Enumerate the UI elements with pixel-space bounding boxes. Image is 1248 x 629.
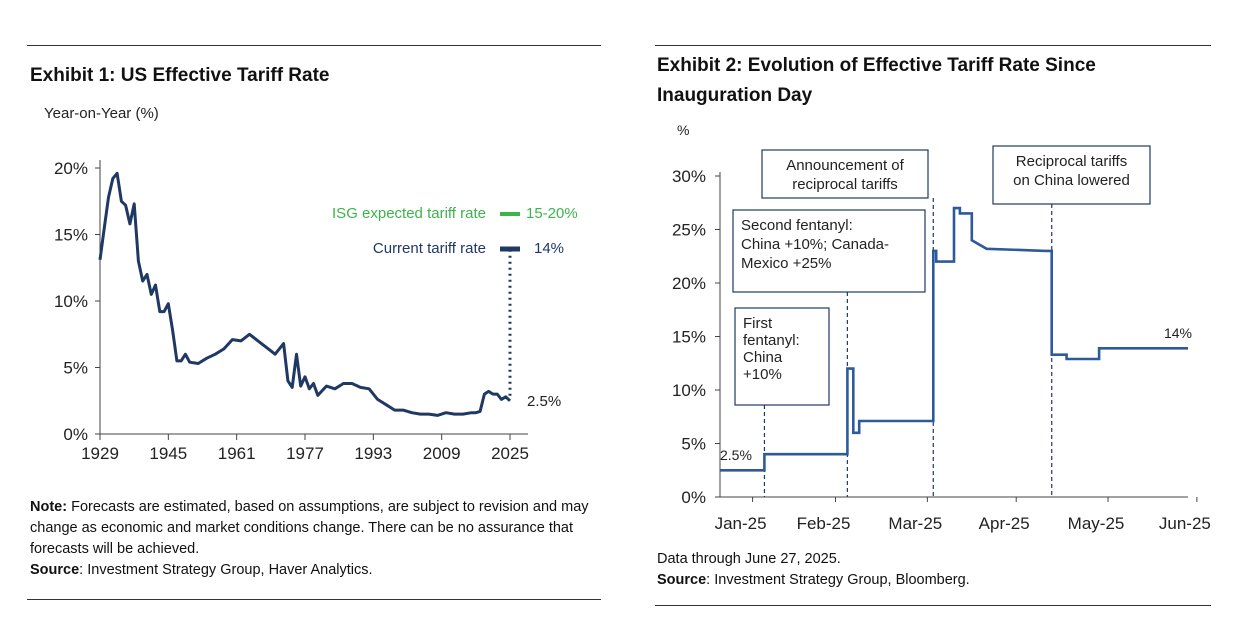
annotation-text: reciprocal tariffs <box>792 176 898 193</box>
y-tick-label: 30% <box>672 167 706 186</box>
legend-current-label: Current tariff rate <box>373 240 486 257</box>
annotation-text: on China lowered <box>1013 172 1130 189</box>
y-tick-label: 15% <box>672 328 706 347</box>
exhibit2-bottom-rule <box>655 605 1211 606</box>
annotation-text: China +10%; Canada- <box>741 236 889 253</box>
legend-expected-value: 15-20% <box>526 205 578 222</box>
exhibit2-top-rule <box>655 45 1211 46</box>
annotation-box <box>761 149 929 199</box>
y-tick-label: 15% <box>54 226 88 245</box>
tariff-rate-line <box>98 171 512 417</box>
exhibit1-top-rule <box>27 45 601 46</box>
tariff-rate-line <box>720 206 1188 472</box>
source-text-2: : Investment Strategy Group, Bloomberg. <box>706 572 970 588</box>
x-tick-label: 1945 <box>149 444 187 463</box>
start-value-label: 2.5% <box>720 447 752 463</box>
annotation-text: fentanyl: <box>743 332 800 349</box>
annotation-box <box>992 145 1151 205</box>
source-label-2: Source <box>657 572 707 588</box>
x-tick-label: 1977 <box>286 444 324 463</box>
y-tick-label: 10% <box>54 292 88 311</box>
exhibit1-subtitle: Year-on-Year (%) <box>44 105 159 122</box>
footnote-text: Data through June 27, 2025. <box>657 551 841 567</box>
source-label: Source <box>30 562 80 578</box>
end-value-label-2: 14% <box>1164 325 1192 341</box>
x-tick-label: May-25 <box>1068 514 1125 533</box>
exhibit2-chart: % 0% 5% 10% 15% 20% 25% 30% Jan-25 Feb-25 Mar-25 A… <box>672 122 1211 533</box>
x-tick-label: 1929 <box>81 444 119 463</box>
y-tick-label: 20% <box>54 159 88 178</box>
y-tick-label: 0% <box>63 425 88 444</box>
exhibit1-bottom-rule <box>27 599 601 600</box>
x-tick-label: 2009 <box>423 444 461 463</box>
y-tick-label: 25% <box>672 221 706 240</box>
exhibit1-title: Exhibit 1: US Effective Tariff Rate <box>30 65 330 86</box>
exhibit1-chart: 0% 5% 10% 15% 20% 1929 1945 1961 1977 1993 2009 202… <box>54 159 578 463</box>
exhibit1-note: Note: Forecasts are estimated, based on … <box>30 497 600 581</box>
annotation-text: +10% <box>743 366 782 383</box>
legend-expected-label: ISG expected tariff rate <box>332 205 486 222</box>
y-tick-label: 5% <box>681 435 706 454</box>
annotation-text: First <box>743 315 773 332</box>
note-label: Note: <box>30 499 68 515</box>
annotation-box <box>734 307 830 406</box>
exhibit2-footnote: Data through June 27, 2025. Source: Inve… <box>657 549 970 591</box>
y-unit-label: % <box>677 122 689 138</box>
source-text: : Investment Strategy Group, Haver Analy… <box>79 562 373 578</box>
annotation-text: Reciprocal tariffs <box>1016 153 1127 170</box>
annotation-text: Mexico +25% <box>741 255 831 272</box>
exhibit2-title-line1: Exhibit 2: Evolution of Effective Tariff… <box>657 55 1096 76</box>
x-tick-label: Apr-25 <box>979 514 1030 533</box>
y-tick-label: 0% <box>681 488 706 507</box>
annotation-box <box>732 209 926 293</box>
x-tick-label: 2025 <box>491 444 529 463</box>
x-tick-label: Jan-25 <box>715 514 767 533</box>
y-tick-label: 20% <box>672 274 706 293</box>
end-value-label: 2.5% <box>527 393 561 410</box>
x-tick-label: 1961 <box>218 444 256 463</box>
legend-current-value: 14% <box>534 240 564 257</box>
annotation-text: Second fentanyl: <box>741 217 853 234</box>
x-tick-label: Jun-25 <box>1159 514 1211 533</box>
annotation-text: China <box>743 349 783 366</box>
exhibit2-title-line2: Inauguration Day <box>657 85 813 106</box>
y-tick-label: 10% <box>672 381 706 400</box>
note-text: Forecasts are estimated, based on assump… <box>30 499 589 557</box>
x-tick-label: Mar-25 <box>888 514 942 533</box>
x-tick-label: 1993 <box>354 444 392 463</box>
annotation-text: Announcement of <box>786 157 904 174</box>
y-tick-label: 5% <box>63 359 88 378</box>
x-tick-label: Feb-25 <box>797 514 851 533</box>
